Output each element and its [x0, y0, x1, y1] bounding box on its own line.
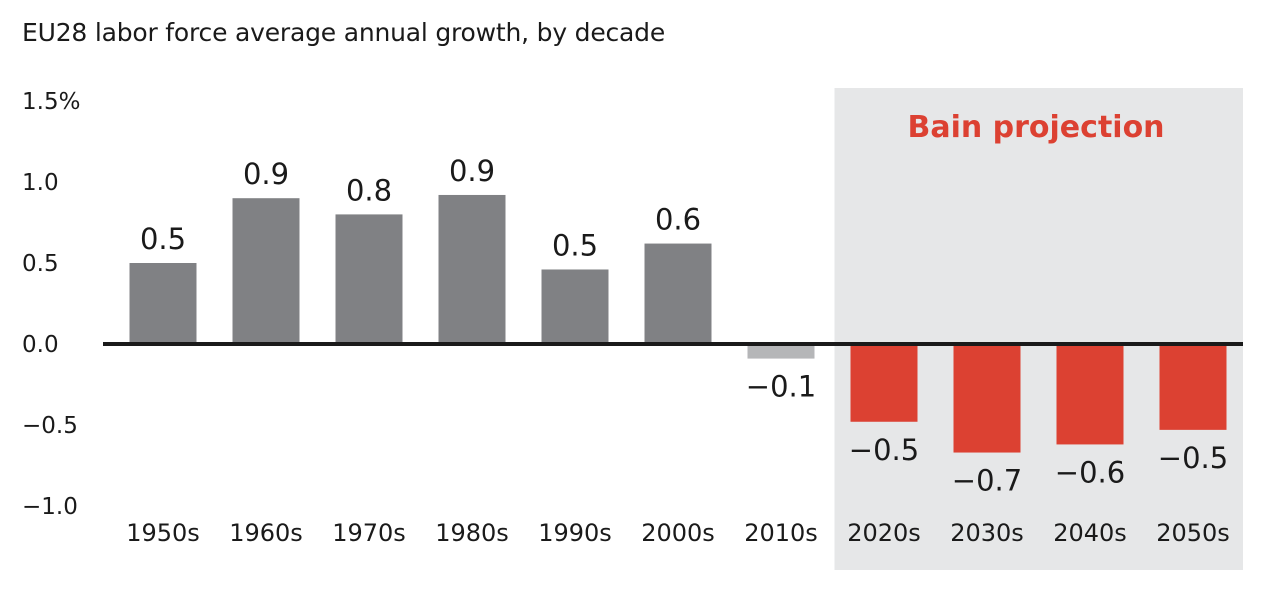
bar-2000s — [644, 243, 712, 344]
data-label-1980s: 0.9 — [449, 154, 495, 188]
data-label-2020s: −0.5 — [849, 433, 919, 467]
bar-1970s — [335, 214, 403, 344]
y-tick-label: −1.0 — [22, 494, 78, 520]
data-labels: 0.5 0.9 0.8 0.9 0.5 0.6 −0.1 −0.5 −0.7 −0.6 −0.5 — [140, 154, 1228, 498]
x-category-label: 2010s — [744, 519, 818, 547]
bar-1960s — [232, 198, 300, 344]
projection-label: Bain projection — [907, 110, 1164, 145]
y-tick-label: 0.5 — [22, 251, 59, 277]
data-label-1950s: 0.5 — [140, 222, 186, 256]
data-label-2000s: 0.6 — [655, 203, 701, 237]
data-label-2050s: −0.5 — [1158, 441, 1228, 475]
x-category-label: 1990s — [538, 519, 612, 547]
x-category-label: 2020s — [847, 519, 921, 547]
data-label-1990s: 0.5 — [552, 228, 598, 262]
x-category-label: 1980s — [435, 519, 509, 547]
data-label-2030s: −0.7 — [952, 464, 1022, 498]
data-label-1970s: 0.8 — [346, 173, 392, 207]
x-axis-categories: 1950s 1960s 1970s 1980s 1990s 2000s 2010s 2020s… — [126, 519, 1230, 547]
x-category-label: 2050s — [1156, 519, 1230, 547]
bar-2020s — [850, 344, 918, 422]
bar-1990s — [541, 269, 609, 344]
y-tick-label: 0.0 — [22, 332, 59, 358]
bar-2040s — [1056, 344, 1124, 445]
bar-1980s — [438, 194, 506, 344]
x-category-label: 1960s — [229, 519, 303, 547]
bar-2030s — [953, 344, 1021, 453]
x-category-label: 2000s — [641, 519, 715, 547]
x-category-label: 1950s — [126, 519, 200, 547]
data-label-2010s: −0.1 — [746, 370, 816, 404]
y-axis-ticks: 1.5% 1.0 0.5 0.0 −0.5 −1.0 — [22, 89, 80, 520]
data-label-1960s: 0.9 — [243, 157, 289, 191]
bar-2050s — [1159, 344, 1227, 430]
bars — [129, 194, 1227, 453]
bar-2010s — [747, 344, 815, 359]
y-tick-label: −0.5 — [22, 413, 78, 439]
x-category-label: 1970s — [332, 519, 406, 547]
y-tick-label: 1.0 — [22, 170, 59, 196]
x-category-label: 2040s — [1053, 519, 1127, 547]
projection-background — [834, 88, 1243, 570]
bar-1950s — [129, 263, 197, 344]
chart-title: EU28 labor force average annual growth, … — [22, 18, 666, 47]
y-tick-label: 1.5% — [22, 89, 80, 115]
x-category-label: 2030s — [950, 519, 1024, 547]
data-label-2040s: −0.6 — [1055, 455, 1125, 489]
